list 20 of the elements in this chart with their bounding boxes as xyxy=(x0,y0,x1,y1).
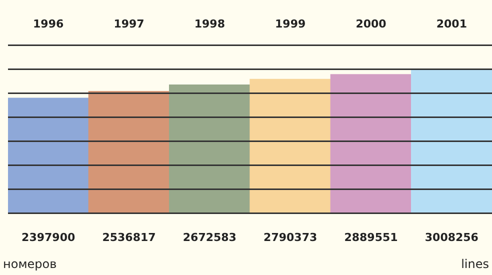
x-tick-label: 1998 xyxy=(194,17,225,30)
bar xyxy=(411,68,492,213)
bar xyxy=(88,91,170,213)
data-label: 2790373 xyxy=(264,230,318,244)
data-label: 3008256 xyxy=(424,230,479,244)
data-label: 2536817 xyxy=(102,230,156,244)
x-tick-label: 1997 xyxy=(114,17,144,30)
text: номеров xyxy=(3,257,57,272)
bar xyxy=(330,74,412,213)
text: lines xyxy=(461,257,489,272)
x-tick-label: 2001 xyxy=(436,17,467,30)
data-label: 2889551 xyxy=(344,230,398,244)
x-tick-label: 1996 xyxy=(33,17,64,30)
bar xyxy=(250,78,331,213)
x-tick-label: 2000 xyxy=(356,17,387,30)
data-label: 2672583 xyxy=(182,230,236,244)
bar xyxy=(8,98,89,213)
data-label: 2397900 xyxy=(22,230,76,244)
x-tick-label: 1999 xyxy=(275,17,306,30)
bar xyxy=(169,84,250,213)
